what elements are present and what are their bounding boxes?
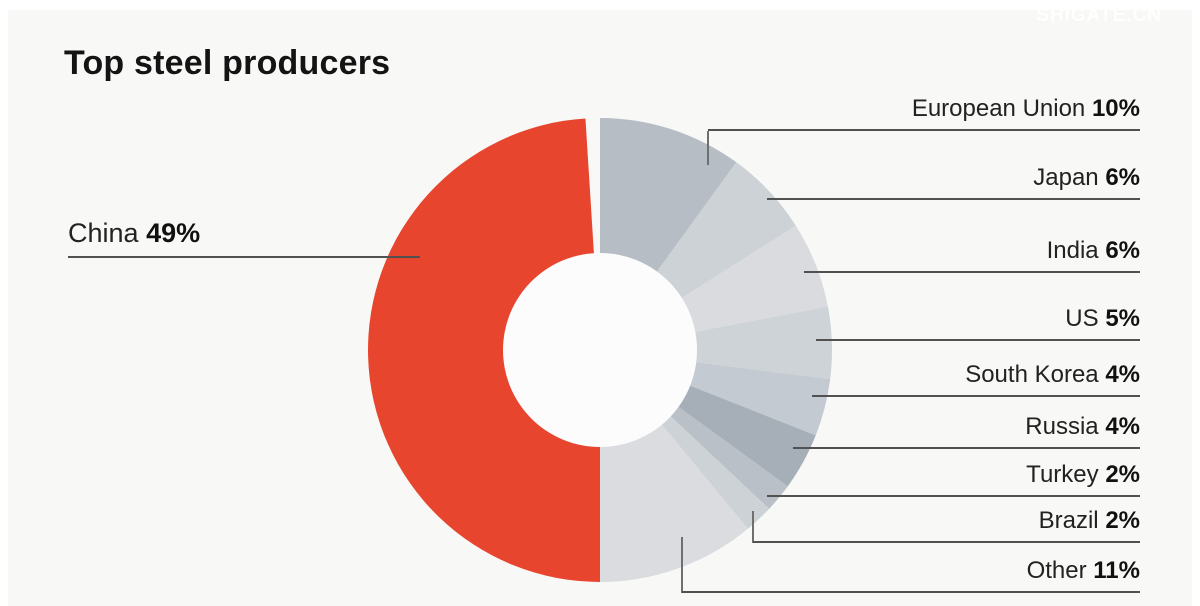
chart-title: Top steel producers [64,44,391,82]
segment-name: South Korea [965,361,1099,388]
segment-percentage: 6% [1105,237,1140,264]
callout-label-other: Other 11% [682,553,1140,593]
callout-label-china: China 49% [68,214,420,258]
callout-label-india: India 6% [804,233,1140,273]
segment-percentage: 2% [1105,461,1140,488]
segment-name: Russia [1025,413,1099,440]
donut-hole [503,253,697,447]
segment-percentage: 4% [1105,413,1140,440]
callout-label-turkey: Turkey 2% [767,457,1140,497]
segment-name: India [1046,237,1099,264]
segment-name: European Union [911,95,1086,122]
watermark: SHIGATE.CN [1036,5,1162,26]
callout-label-us: US 5% [816,301,1140,341]
segment-name: Brazil [1038,507,1099,534]
segment-name: Other [1026,557,1087,584]
callout-label-brazil: Brazil 2% [753,503,1140,543]
segment-percentage: 49% [146,218,201,248]
segment-percentage: 10% [1091,95,1140,122]
callout-label-japan: Japan 6% [767,160,1140,200]
segment-name: Turkey [1026,461,1099,488]
callout-label-south-korea: South Korea 4% [812,357,1140,397]
segment-percentage: 5% [1105,305,1140,332]
pie-slice-china [367,118,600,583]
pie-slice-us [600,306,832,380]
segment-name: China [68,218,139,248]
segment-percentage: 6% [1105,164,1140,191]
callout-label-european-union: European Union 10% [708,91,1140,131]
segment-name: Japan [1033,164,1099,191]
callout-label-russia: Russia 4% [793,409,1140,449]
segment-name: US [1065,305,1099,332]
segment-percentage: 4% [1105,361,1140,388]
segment-percentage: 2% [1105,507,1140,534]
segment-percentage: 11% [1093,557,1140,584]
